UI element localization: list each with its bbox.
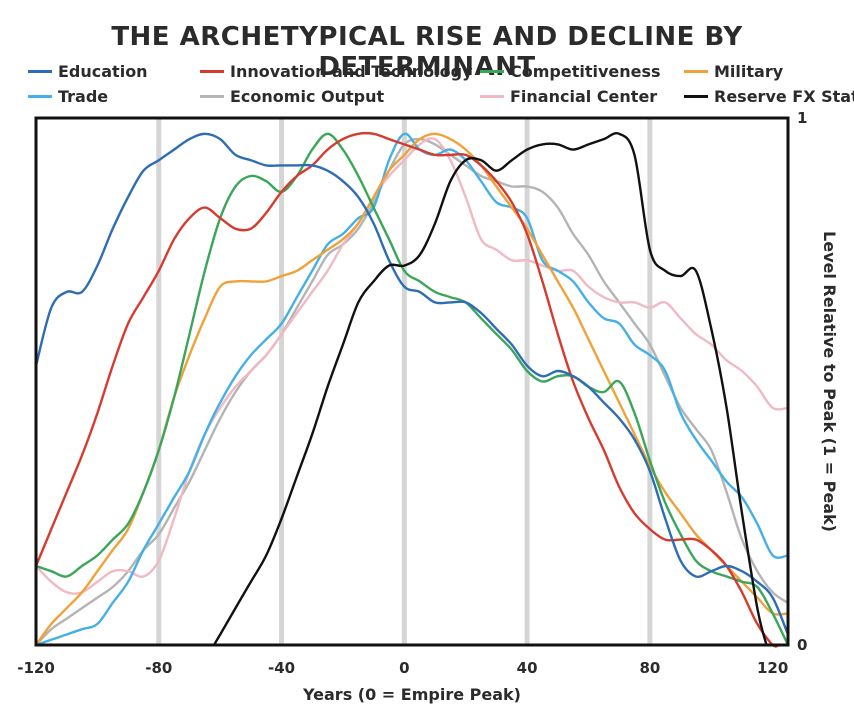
- legend-label: Innovation and Technology: [230, 62, 473, 81]
- x-tick-label: 80: [639, 659, 660, 677]
- legend-label: Reserve FX Status: [714, 87, 854, 106]
- legend-label: Financial Center: [510, 87, 658, 106]
- legend-swatch: [684, 95, 708, 98]
- series-line-education: [34, 132, 790, 636]
- legend-swatch: [28, 95, 52, 98]
- x-tick-label: 40: [517, 659, 538, 677]
- x-tick-label: -120: [17, 659, 55, 677]
- legend-swatch: [200, 70, 224, 73]
- legend-label: Trade: [58, 87, 109, 106]
- legend-swatch: [480, 70, 504, 73]
- legend-swatch: [684, 70, 708, 73]
- x-tick-label: -40: [268, 659, 295, 677]
- plot-frame: [34, 116, 790, 647]
- x-tick-label: 120: [757, 659, 788, 677]
- legend-label: Competitiveness: [510, 62, 661, 81]
- legend-label: Military: [714, 62, 784, 81]
- y-tick-label: 0: [797, 636, 807, 654]
- legend-item-trade: Trade: [28, 87, 108, 106]
- y-axis-label: Level Relative to Peak (1 = Peak): [820, 231, 839, 532]
- series-line-innovation-and-technology: [34, 131, 780, 648]
- legend: Education Innovation and Technology Compet…: [28, 62, 854, 112]
- legend-item-competitiveness: Competitiveness: [480, 62, 661, 81]
- series-line-trade: [34, 132, 790, 647]
- legend-label: Education: [58, 62, 148, 81]
- legend-item-economic-output: Economic Output: [200, 87, 384, 106]
- series-line-financial-center: [34, 137, 790, 595]
- x-tick-label: 0: [399, 659, 409, 677]
- legend-swatch: [200, 95, 224, 98]
- y-tick-label: 1: [797, 109, 807, 127]
- legend-item-education: Education: [28, 62, 148, 81]
- series-line-competitiveness: [34, 132, 790, 647]
- legend-item-financial-center: Financial Center: [480, 87, 657, 106]
- chart-title: THE ARCHETYPICAL RISE AND DECLINE BY DET…: [111, 22, 743, 82]
- legend-item-reserve-fx-status: Reserve FX Status: [684, 87, 854, 106]
- series-line-military: [34, 132, 790, 647]
- legend-item-military: Military: [684, 62, 783, 81]
- series-line-economic-output: [34, 137, 790, 647]
- legend-label: Economic Output: [230, 87, 385, 106]
- x-tick-label: -80: [145, 659, 172, 677]
- series-line-reserve-fx-status: [212, 132, 768, 647]
- legend-swatch: [28, 70, 52, 73]
- x-axis-label: Years (0 = Empire Peak): [302, 685, 521, 704]
- legend-item-innovation-and-technology: Innovation and Technology: [200, 62, 473, 81]
- legend-swatch: [480, 95, 504, 98]
